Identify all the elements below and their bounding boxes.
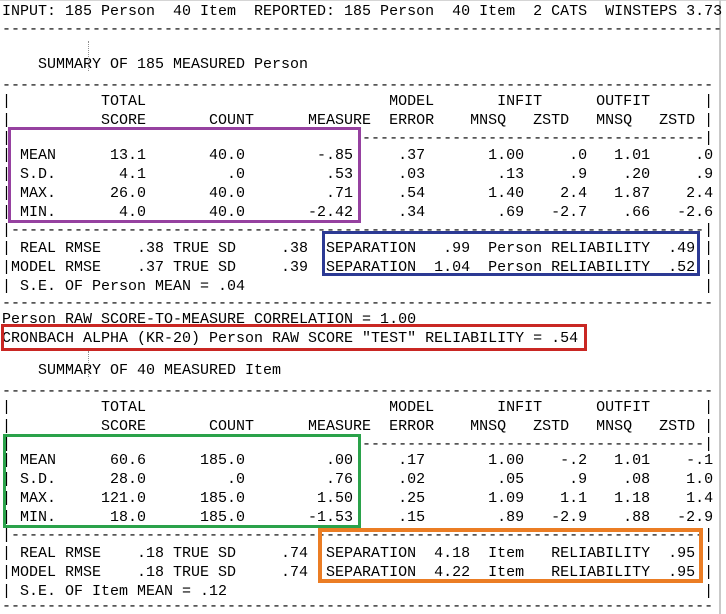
blue-annotation-box	[322, 231, 700, 276]
orange-annotation-box	[318, 528, 703, 583]
person-model-rmse-row: |MODEL RMSE .37 TRUE SD .39 SEPARATION 1…	[2, 259, 714, 276]
person-real-rmse-row: | REAL RMSE .38 TRUE SD .38 SEPARATION .…	[2, 240, 714, 257]
person-table-bottom-border: ----------------------------------------…	[2, 295, 714, 312]
person-summary-title: SUMMARY OF 185 MEASURED Person	[2, 56, 309, 73]
person-table-top-border: ----------------------------------------…	[2, 77, 714, 94]
input-reported-line: INPUT: 185 Person 40 Item REPORTED: 185 …	[2, 3, 723, 20]
window-top-edge	[0, 0, 726, 1]
caret-artifact-middle	[88, 351, 89, 377]
item-mean-row: | MEAN 60.6 185.0 .00 .17 1.00 -.2 1.01 …	[2, 452, 726, 469]
cronbach-alpha-line: CRONBACH ALPHA (KR-20) Person RAW SCORE …	[2, 330, 579, 347]
person-table-header-separator: | --------------------------------------…	[2, 130, 714, 147]
item-model-rmse-row: |MODEL RMSE .18 TRUE SD .74 SEPARATION 4…	[2, 564, 714, 581]
item-table-bottom-border: ----------------------------------------…	[2, 598, 714, 614]
item-table-top-border: ----------------------------------------…	[2, 383, 714, 400]
item-summary-title: SUMMARY OF 40 MEASURED Item	[2, 362, 282, 379]
person-min-row: | MIN. 4.0 40.0 -2.42 .34 .69 -2.7 .66 -…	[2, 204, 726, 221]
top-divider: ----------------------------------------…	[2, 21, 723, 38]
item-real-rmse-row: | REAL RMSE .18 TRUE SD .74 SEPARATION 4…	[2, 545, 714, 562]
item-se-row: | S.E. OF Item MEAN = .12 |	[2, 583, 714, 600]
item-max-row: | MAX. 121.0 185.0 1.50 .25 1.09 1.1 1.1…	[2, 490, 726, 507]
item-sd-row: | S.D. 28.0 .0 .76 .02 .05 .9 .08 1.0 |	[2, 471, 726, 488]
item-table-header-columns: | SCORE COUNT MEASURE ERROR MNSQ ZSTD MN…	[2, 418, 714, 435]
item-min-row: | MIN. 18.0 185.0 -1.53 .15 .89 -2.9 .88…	[2, 509, 726, 526]
red-annotation-box	[1, 324, 587, 351]
person-table-header-columns: | SCORE COUNT MEASURE ERROR MNSQ ZSTD MN…	[2, 112, 714, 129]
green-annotation-box	[3, 434, 361, 528]
person-se-row: | S.E. OF Person MEAN = .04 |	[2, 278, 714, 295]
person-sd-row: | S.D. 4.1 .0 .53 .03 .13 .9 .20 .9 |	[2, 166, 726, 183]
caret-artifact-top	[88, 41, 89, 71]
person-max-row: | MAX. 26.0 40.0 .71 .54 1.40 2.4 1.87 2…	[2, 185, 726, 202]
purple-annotation-box	[8, 127, 361, 223]
window-right-edge	[719, 0, 721, 614]
person-stats-separator: |---------------------------------------…	[2, 222, 714, 239]
item-table-header-groups: | TOTAL MODEL INFIT OUTFIT |	[2, 399, 714, 416]
item-table-header-separator: | --------------------------------------…	[2, 436, 714, 453]
person-correlation-line: Person RAW SCORE-TO-MEASURE CORRELATION …	[2, 311, 417, 328]
person-mean-row: | MEAN 13.1 40.0 -.85 .37 1.00 .0 1.01 .…	[2, 147, 726, 164]
person-table-header-groups: | TOTAL MODEL INFIT OUTFIT |	[2, 93, 714, 110]
